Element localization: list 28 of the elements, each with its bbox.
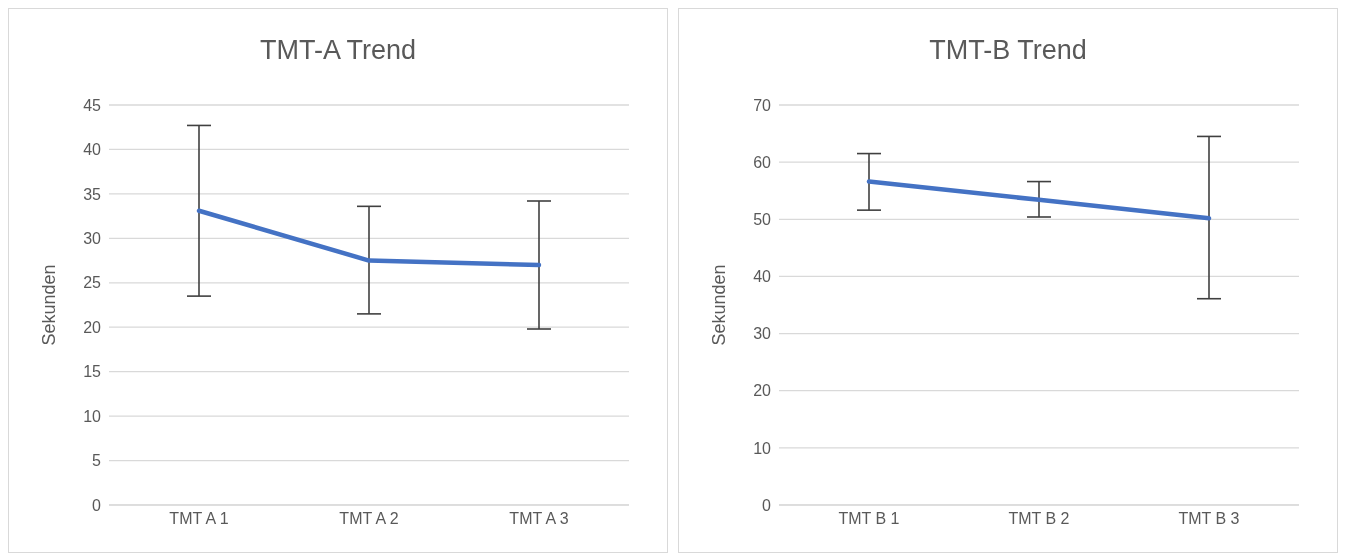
y-tick-label: 40: [83, 141, 102, 159]
y-axis-title: Sekunden: [709, 264, 730, 346]
y-tick-label: 70: [753, 96, 772, 114]
y-tick-label: 35: [83, 185, 102, 203]
y-tick-label: 20: [753, 382, 772, 400]
y-tick-label: 45: [83, 96, 102, 114]
y-tick-label: 5: [92, 452, 102, 470]
y-tick-label: 20: [83, 318, 102, 336]
chart-title: TMT-B Trend: [928, 35, 1088, 67]
y-tick-label: 10: [753, 439, 772, 457]
x-tick-label: TMT A 1: [169, 510, 229, 528]
x-tick-label: TMT B 3: [1178, 510, 1240, 528]
y-tick-label: 25: [83, 274, 102, 292]
x-tick-label: TMT A 3: [509, 510, 569, 528]
x-tick-label: TMT B 1: [838, 510, 900, 528]
y-tick-label: 0: [92, 496, 102, 514]
y-tick-label: 30: [83, 230, 102, 248]
y-tick-label: 15: [83, 363, 102, 381]
y-tick-label: 10: [83, 407, 102, 425]
y-axis-title: Sekunden: [39, 264, 60, 346]
chart-title: TMT-A Trend: [258, 35, 417, 67]
y-tick-label: 50: [753, 210, 772, 228]
x-tick-label: TMT A 2: [339, 510, 399, 528]
x-tick-label: TMT B 2: [1008, 510, 1070, 528]
y-tick-label: 30: [753, 325, 772, 343]
y-tick-label: 0: [762, 496, 772, 514]
y-tick-label: 40: [753, 268, 772, 286]
y-tick-label: 60: [753, 153, 772, 171]
